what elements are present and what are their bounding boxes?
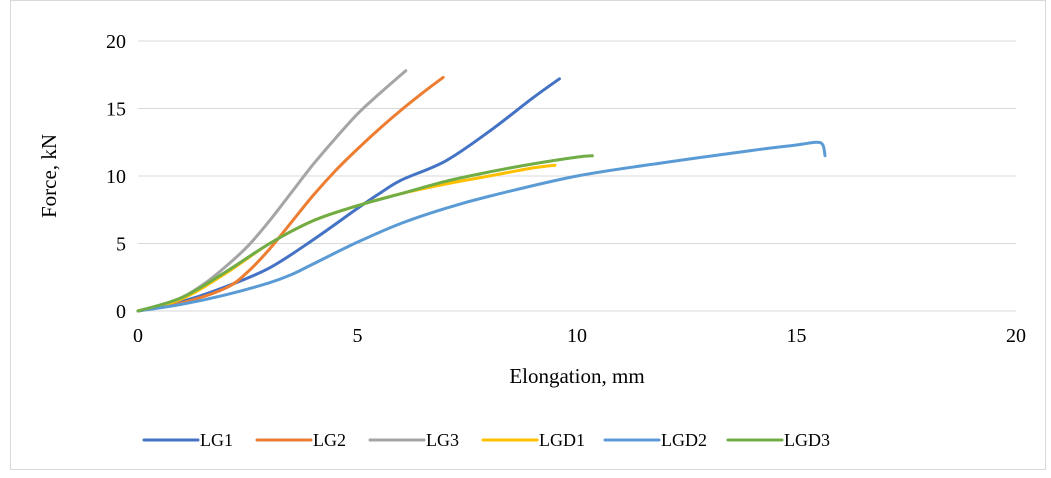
x-tick-label: 5 — [353, 325, 363, 347]
x-tick-label: 10 — [567, 325, 587, 347]
x-axis-title: Elongation, mm — [509, 364, 644, 388]
chart-frame: 0 5 10 15 20 0 5 10 15 20 Elongation, mm Force, k… — [10, 0, 1046, 470]
legend-label: LG1 — [200, 430, 233, 450]
legend-label: LGD2 — [661, 430, 707, 450]
tick-labels: 0 5 10 15 20 0 5 10 15 20 — [106, 31, 1026, 347]
legend-item-lg2: LG2 — [255, 430, 346, 450]
x-tick-label: 20 — [1006, 325, 1026, 347]
legend-item-lgd3: LGD3 — [726, 430, 830, 450]
legend-item-lg3: LG3 — [368, 430, 459, 450]
chart-svg: 0 5 10 15 20 0 5 10 15 20 Elongation, mm Force, k… — [37, 31, 1026, 450]
legend-label: LG2 — [313, 430, 346, 450]
y-axis-title: Force, kN — [37, 134, 61, 218]
x-tick-label: 15 — [787, 325, 807, 347]
x-tick-label: 0 — [133, 325, 143, 347]
y-tick-label: 10 — [106, 166, 126, 188]
legend-item-lgd2: LGD2 — [603, 430, 707, 450]
series-line-lg2 — [136, 75, 445, 313]
legend-label: LG3 — [426, 430, 459, 450]
legend-label: LGD1 — [539, 430, 585, 450]
series-line-lg3 — [136, 69, 408, 313]
legend-label: LGD3 — [784, 430, 830, 450]
legend: LG1 LG2 LG3 LGD1 LGD2 LGD3 — [142, 430, 830, 450]
y-tick-label: 5 — [116, 234, 126, 256]
series-lines — [136, 69, 827, 313]
series-line-lgd3 — [136, 154, 594, 313]
legend-item-lg1: LG1 — [142, 430, 233, 450]
legend-item-lgd1: LGD1 — [481, 430, 585, 450]
y-tick-label: 0 — [116, 301, 126, 323]
series-line-lgd2 — [136, 140, 827, 313]
y-tick-label: 15 — [106, 99, 126, 121]
y-tick-label: 20 — [106, 31, 126, 53]
